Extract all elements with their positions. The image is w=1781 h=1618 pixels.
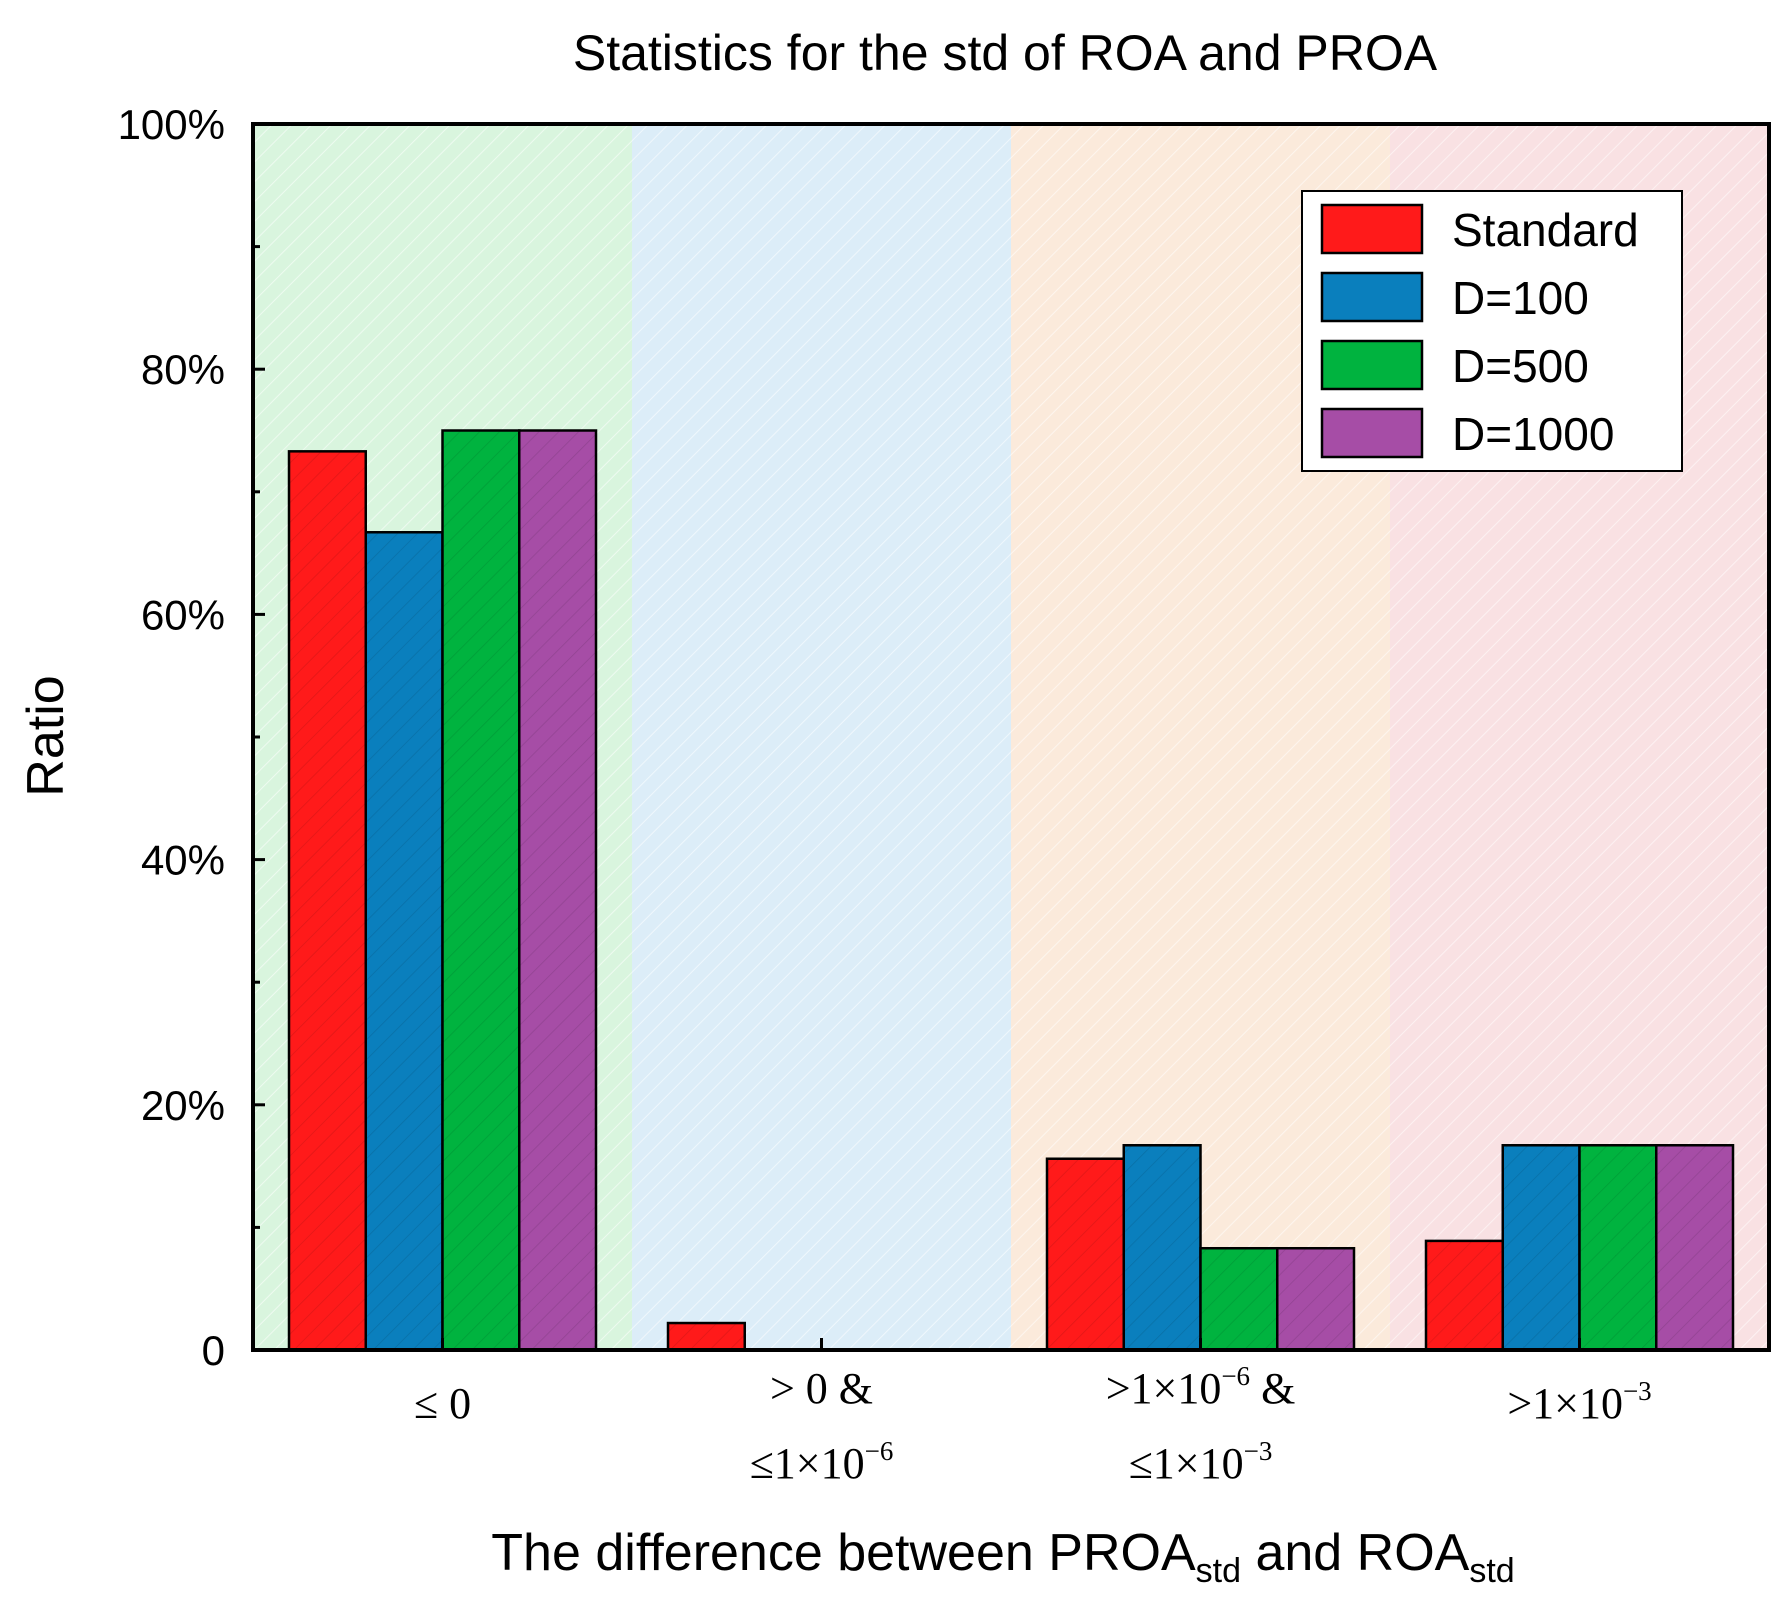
- bar-hatch-d-500-cat3: [1200, 1248, 1278, 1350]
- y-tick-label: 40%: [141, 837, 225, 884]
- x-tick-label-part: >1×10: [1507, 1379, 1623, 1428]
- legend: Standard D=100 D=500 D=1000: [1301, 190, 1683, 472]
- x-tick-label-part: −3: [1244, 1436, 1273, 1466]
- x-tick-label-1: ≤ 0: [414, 1379, 471, 1428]
- x-tick-label-2: > 0 &: [770, 1364, 873, 1413]
- x-tick-label-2-line2: ≤1×10−6: [750, 1436, 894, 1488]
- x-tick-label-part: > 0 &: [770, 1364, 873, 1413]
- x-tick-label-3: >1×10−6 &: [1106, 1361, 1296, 1413]
- y-tick-label: 20%: [141, 1082, 225, 1129]
- legend-swatch-d-100: [1320, 271, 1424, 323]
- bar-hatch-standard-cat3: [1047, 1158, 1124, 1350]
- x-axis-label: The difference between PROAstd and ROAst…: [491, 1524, 1514, 1590]
- x-tick-label-part: −6: [865, 1436, 894, 1466]
- x-tick-label-part: ≤ 0: [414, 1379, 471, 1428]
- x-tick-label-part: −3: [1623, 1376, 1652, 1406]
- legend-swatch-d-500: [1320, 339, 1424, 391]
- x-tick-label-3-line2: ≤1×10−3: [1129, 1436, 1273, 1488]
- x-axis-label-sub2: std: [1469, 1552, 1514, 1590]
- x-tick-label-part: ≤1×10: [750, 1439, 865, 1488]
- x-tick-label-part: −6: [1221, 1361, 1250, 1391]
- x-axis-label-main: The difference between PROA: [491, 1524, 1196, 1582]
- bar-hatch-d-1000-cat4: [1656, 1145, 1733, 1350]
- bar-hatch-d-100-cat3: [1123, 1145, 1201, 1350]
- bar-hatch-d-1000-cat1: [519, 430, 596, 1350]
- legend-swatch-d-1000: [1320, 407, 1424, 459]
- y-tick-label: 80%: [141, 346, 225, 393]
- bar-hatch-d-100-cat1: [365, 532, 443, 1350]
- x-tick-label-part: >1×10: [1106, 1364, 1222, 1413]
- legend-swatch-standard: [1320, 203, 1424, 255]
- y-tick-label: 100%: [118, 101, 225, 148]
- chart-title: Statistics for the std of ROA and PROA: [573, 25, 1438, 81]
- x-axis-ticks: ≤ 0 > 0 &≤1×10−6>1×10−6 &≤1×10−3>1×10−3: [414, 1338, 1652, 1488]
- x-tick-label-4: >1×10−3: [1507, 1376, 1651, 1428]
- bar-hatch-d-500-cat4: [1579, 1145, 1657, 1350]
- legend-label-standard: Standard: [1452, 204, 1639, 256]
- bar-hatch-d-500-cat1: [442, 430, 520, 1350]
- x-tick-label-part: &: [1250, 1364, 1295, 1413]
- y-tick-label: 60%: [141, 591, 225, 638]
- category-band-hatch-2: [632, 124, 1011, 1350]
- x-axis-label-mid: and ROA: [1241, 1524, 1470, 1582]
- bar-hatch-standard-cat2: [668, 1323, 745, 1350]
- bar-layer: [287, 429, 1735, 1352]
- bar-hatch-d-1000-cat3: [1277, 1248, 1354, 1350]
- y-axis-label: Ratio: [17, 675, 75, 796]
- x-tick-label-part: ≤1×10: [1129, 1439, 1244, 1488]
- bar-hatch-standard-cat4: [1426, 1240, 1503, 1350]
- x-axis-label-sub1: std: [1196, 1552, 1241, 1590]
- legend-label-d-1000: D=1000: [1452, 408, 1614, 460]
- legend-label-d-100: D=100: [1452, 272, 1589, 324]
- y-axis-ticks: 0 20% 40% 60% 80% 100%: [118, 101, 265, 1374]
- legend-label-d-500: D=500: [1452, 340, 1589, 392]
- bar-hatch-d-100-cat4: [1502, 1145, 1580, 1350]
- bar-hatch-standard-cat1: [289, 451, 366, 1350]
- y-tick-label: 0: [202, 1327, 225, 1374]
